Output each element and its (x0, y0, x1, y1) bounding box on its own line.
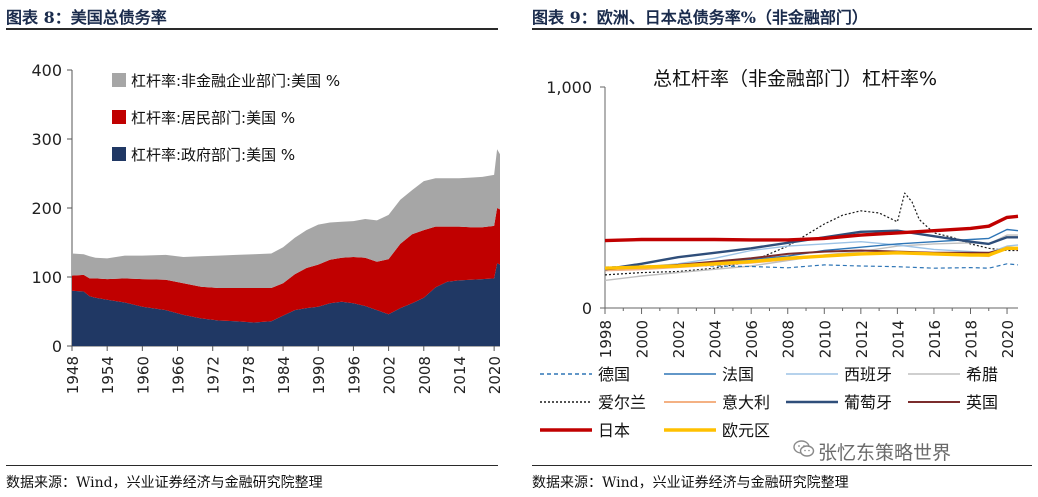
watermark-text: 张忆东策略世界 (818, 442, 952, 464)
right-title-rule (532, 28, 1032, 30)
x-tick-label: 2016 (926, 320, 944, 358)
legend-label-gov: 杠杆率:政府部门:美国 % (131, 146, 295, 164)
x-tick-label: 1954 (99, 356, 117, 394)
x-tick-label: 2000 (634, 320, 652, 358)
x-tick-label: 1984 (275, 356, 293, 394)
legend-label-france: 法国 (722, 365, 754, 384)
legend-label-household: 杠杆率:居民部门:美国 % (131, 109, 295, 127)
left-source-rule (6, 465, 498, 466)
area-household (72, 208, 500, 323)
y-tick-label: 0 (582, 299, 592, 318)
y-tick-label: 0 (52, 337, 62, 356)
wechat-icon (793, 440, 815, 457)
x-tick-label: 2002 (670, 320, 688, 358)
legend-label-japan: 日本 (598, 421, 630, 440)
area-corporate (72, 149, 500, 288)
legend-label-germany: 德国 (598, 365, 630, 384)
europe-japan-leverage-line-chart: 总杠杆率（非金融部门）杠杆率% 0 1,000 1998 2000 2002 2004 200… (540, 68, 1019, 440)
x-tick-label: 2020 (486, 356, 504, 394)
x-tick-label: 2012 (853, 320, 871, 358)
chart-title: 总杠杆率（非金融部门）杠杆率% (653, 68, 937, 90)
x-tick-label: 1972 (205, 356, 223, 394)
legend-label-portugal: 葡萄牙 (844, 393, 892, 412)
x-tick-label: 1998 (597, 320, 615, 358)
legend-swatch-household (112, 110, 126, 124)
x-tick-label: 2014 (889, 320, 907, 358)
series-line-france (604, 228, 1019, 269)
x-tick-label: 1996 (345, 356, 363, 394)
left-chart-title: 图表 8：美国总债务率 (6, 8, 167, 27)
x-tick-label: 2014 (451, 356, 469, 394)
legend-label-spain: 西班牙 (844, 365, 892, 384)
x-tick-label: 2018 (962, 320, 980, 358)
series-line-japan (604, 214, 1019, 243)
legend-label-corporate: 杠杆率:非金融企业部门:美国 % (131, 72, 340, 90)
right-chart-title: 图表 9：欧洲、日本总债务率%（非金融部门） (532, 8, 868, 27)
series-line-portugal (604, 229, 1018, 271)
y-tick-label: 200 (31, 199, 62, 218)
us-debt-stacked-area-chart: 0 100 200 300 400 1948 1954 1960 1966 1972 1978 198… (31, 61, 504, 394)
legend-label-uk: 英国 (966, 393, 998, 412)
y-tick-label: 400 (31, 61, 62, 80)
x-tick-label: 1960 (134, 356, 152, 394)
y-tick-label: 100 (31, 268, 62, 287)
x-tick-label: 1990 (310, 356, 328, 394)
x-tick-label: 1978 (240, 356, 258, 394)
x-tick-label: 2002 (381, 356, 399, 394)
y-tick-label: 300 (31, 130, 62, 149)
legend-label-greece: 希腊 (966, 365, 998, 384)
area-gov (72, 263, 500, 346)
x-tick-label: 2008 (780, 320, 798, 358)
right-source-note: 数据来源：Wind，兴业证券经济与金融研究院整理 (532, 475, 849, 491)
x-tick-label: 2004 (707, 320, 725, 358)
x-tick-label: 2006 (743, 320, 761, 358)
left-title-rule (6, 28, 498, 30)
x-tick-label: 1948 (64, 356, 82, 394)
legend-label-italy: 意大利 (722, 393, 770, 412)
legend-label-ireland: 爱尔兰 (598, 393, 646, 412)
right-source-rule (532, 465, 1032, 466)
series-line-euro (604, 246, 1018, 270)
x-tick-label: 2010 (816, 320, 834, 358)
x-tick-label: 1966 (170, 356, 188, 394)
legend-swatch-gov (112, 147, 126, 161)
x-tick-label: 2008 (416, 356, 434, 394)
left-source-note: 数据来源：Wind，兴业证券经济与金融研究院整理 (6, 475, 323, 491)
legend-label-euro: 欧元区 (722, 421, 770, 440)
legend-swatch-corporate (112, 73, 126, 87)
y-tick-label: 1,000 (546, 78, 592, 97)
x-tick-label: 2020 (999, 320, 1017, 358)
series-line-ireland (604, 192, 1018, 276)
